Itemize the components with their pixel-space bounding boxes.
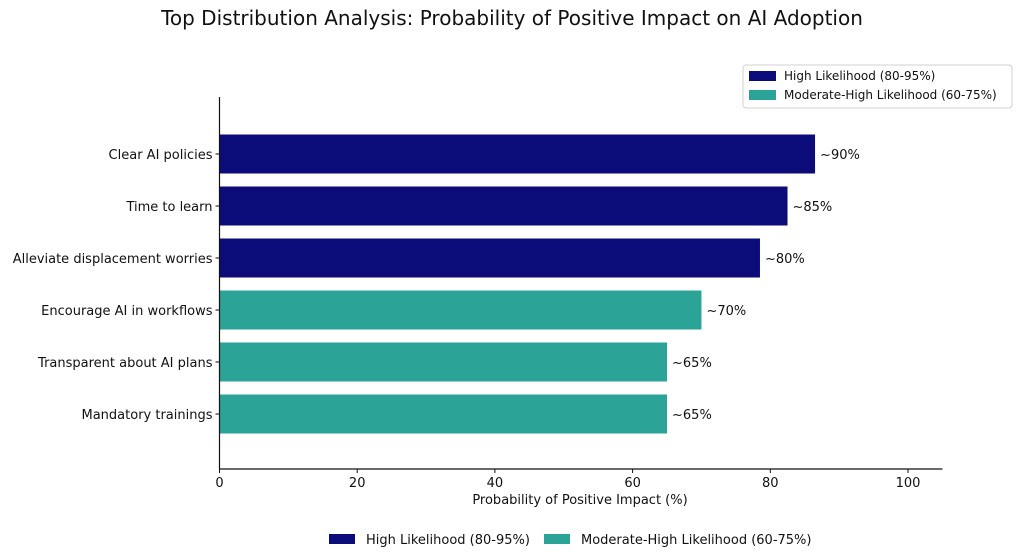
value-label: ~90% xyxy=(820,148,860,163)
bottom-legend-swatch-moderate xyxy=(544,534,570,544)
legend-label-moderate: Moderate-High Likelihood (60-75%) xyxy=(784,88,997,102)
bar-time-to-learn xyxy=(219,186,788,226)
bottom-legend-swatch-high xyxy=(329,534,355,544)
value-label: ~65% xyxy=(672,356,712,371)
axes-group: Clear AI policies Time to learn Alleviate … xyxy=(13,97,943,491)
value-label: ~65% xyxy=(672,408,712,423)
bottom-legend-label-high: High Likelihood (80-95%) xyxy=(366,533,530,548)
value-label: ~70% xyxy=(706,304,746,319)
x-tick-label: 100 xyxy=(896,476,921,491)
x-tick-label: 20 xyxy=(349,476,366,491)
bar-encourage-ai-in-workflows xyxy=(219,290,702,330)
category-label: Transparent about AI plans xyxy=(37,356,213,371)
legend-frame xyxy=(742,64,1013,109)
x-tick-label: 0 xyxy=(215,476,223,491)
x-tick-label: 80 xyxy=(762,476,779,491)
bar-mandatory-trainings xyxy=(219,394,668,434)
value-label: ~85% xyxy=(793,200,833,215)
category-label: Alleviate displacement worries xyxy=(13,252,213,267)
legend-bottom: High Likelihood (80-95%) Moderate-High Li… xyxy=(329,533,811,548)
category-label: Mandatory trainings xyxy=(82,408,213,423)
x-tick-label: 40 xyxy=(487,476,504,491)
category-label: Time to learn xyxy=(125,200,212,215)
legend-label-high: High Likelihood (80-95%) xyxy=(784,69,935,83)
category-label: Clear AI policies xyxy=(109,148,213,163)
legend-swatch-high xyxy=(749,71,776,81)
value-label: ~80% xyxy=(765,252,805,267)
x-axis-title: Probability of Positive Impact (%) xyxy=(472,493,687,508)
bar-clear-ai-policies xyxy=(219,134,816,174)
bar-transparent-about-ai-plans xyxy=(219,342,668,382)
legend-swatch-moderate xyxy=(749,90,776,100)
bars-group: ~90% ~85% ~80% ~70% ~65% ~65% xyxy=(219,134,860,434)
bottom-legend-label-moderate: Moderate-High Likelihood (60-75%) xyxy=(581,533,811,548)
x-tick-label: 60 xyxy=(624,476,641,491)
legend-top-right: High Likelihood (80-95%) Moderate-High Li… xyxy=(742,64,1013,109)
category-label: Encourage AI in workflows xyxy=(41,304,213,319)
chart-title: Top Distribution Analysis: Probability o… xyxy=(161,6,863,30)
bar-alleviate-displacement-worries xyxy=(219,238,760,278)
